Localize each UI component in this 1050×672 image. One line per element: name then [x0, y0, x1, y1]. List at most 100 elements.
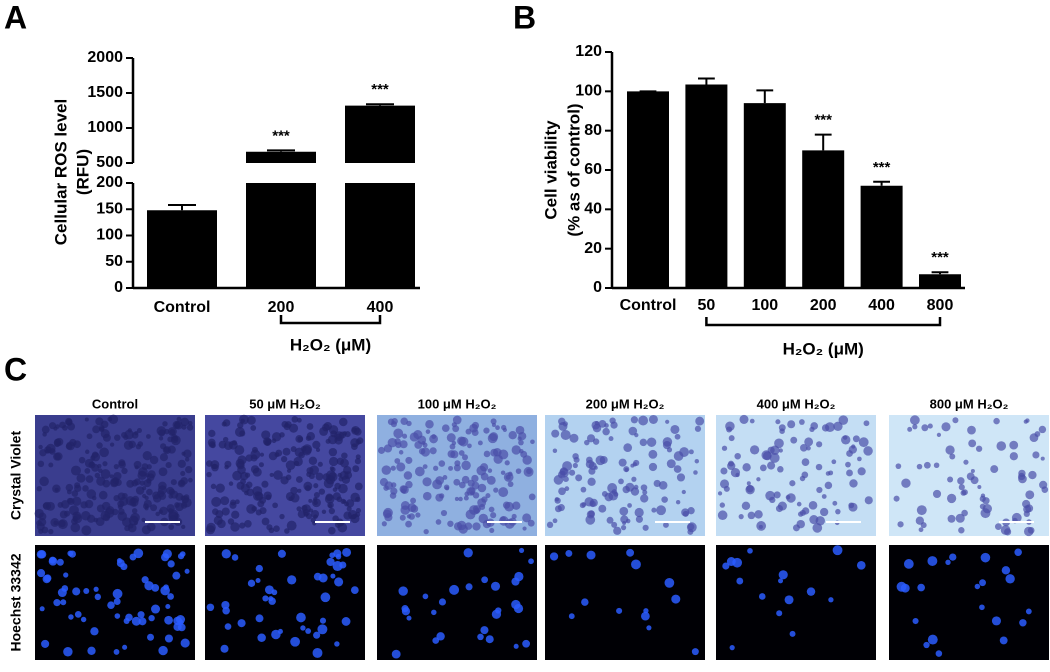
nucleus: [74, 611, 82, 618]
nucleus: [255, 564, 263, 573]
stained-cell: [824, 422, 835, 433]
nucleus: [980, 552, 991, 563]
stained-cell: [334, 482, 341, 490]
stained-cell: [447, 520, 454, 527]
nucleus: [481, 576, 489, 584]
stained-cell: [57, 519, 68, 530]
stained-cell: [487, 468, 493, 473]
stained-cell: [639, 438, 648, 447]
stained-cell: [1000, 525, 1011, 535]
stained-cell: [606, 516, 614, 524]
stained-cell: [284, 528, 290, 534]
stained-cell: [114, 434, 121, 441]
stained-cell: [453, 478, 461, 486]
stained-cell: [384, 513, 393, 522]
stained-cell: [72, 514, 83, 524]
stained-cell: [356, 437, 364, 444]
stained-cell: [257, 500, 265, 508]
stained-cell: [158, 436, 164, 441]
nucleus: [979, 579, 986, 587]
stained-cell: [335, 433, 342, 440]
stained-cell: [454, 496, 459, 501]
stained-cell: [446, 433, 456, 443]
stained-cell: [41, 425, 50, 434]
stained-cell: [433, 465, 439, 471]
stained-cell: [308, 498, 313, 503]
nucleus: [923, 641, 930, 649]
stained-cell: [414, 441, 423, 449]
stained-cell: [48, 528, 54, 535]
nucleus: [164, 615, 173, 625]
stained-cell: [162, 421, 168, 427]
nucleus: [616, 607, 623, 614]
stained-cell: [130, 498, 136, 504]
column-header: 800 μM H₂O₂: [930, 396, 1009, 411]
stained-cell: [933, 462, 940, 469]
stained-cell: [816, 486, 823, 494]
stained-cell: [244, 520, 252, 528]
stained-cell: [240, 418, 245, 423]
stained-cell: [765, 490, 775, 501]
stained-cell: [552, 518, 558, 524]
stained-cell: [640, 494, 649, 503]
stained-cell: [825, 471, 831, 476]
bar: [685, 84, 728, 288]
stained-cell: [478, 513, 489, 524]
stained-cell: [968, 439, 977, 448]
stained-cell: [50, 518, 60, 527]
nucleus: [112, 588, 123, 599]
stained-cell: [100, 429, 110, 439]
column-header: Control: [92, 396, 138, 411]
nucleus: [305, 628, 312, 634]
stained-cell: [146, 488, 153, 496]
stained-cell: [526, 468, 532, 475]
nucleus: [257, 633, 266, 642]
stained-cell: [673, 465, 682, 473]
stained-cell: [589, 498, 598, 507]
stained-cell: [975, 445, 983, 452]
stained-cell: [802, 507, 810, 515]
stained-cell: [466, 487, 475, 496]
nucleus: [173, 622, 182, 632]
stained-cell: [182, 497, 192, 508]
nucleus: [56, 558, 64, 566]
stained-cell: [84, 417, 89, 422]
stained-cell: [945, 445, 955, 455]
stained-cell: [658, 480, 668, 490]
stained-cell: [633, 484, 639, 490]
stained-cell: [350, 513, 360, 524]
stained-cell: [330, 430, 338, 438]
stained-cell: [742, 463, 751, 472]
stained-cell: [98, 425, 105, 431]
stained-cell: [483, 450, 491, 458]
stained-cell: [422, 491, 432, 501]
stained-cell: [439, 493, 445, 499]
stained-cell: [741, 501, 751, 511]
stained-cell: [1009, 440, 1019, 450]
stained-cell: [695, 416, 705, 426]
stained-cell: [65, 443, 73, 450]
stained-cell: [527, 519, 535, 527]
stained-cell: [819, 507, 829, 517]
nucleus: [581, 598, 589, 606]
stained-cell: [246, 415, 256, 425]
stained-cell: [485, 493, 491, 499]
stained-cell: [39, 449, 47, 457]
stained-cell: [240, 483, 250, 493]
stained-cell: [515, 468, 522, 474]
stained-cell: [663, 522, 669, 528]
stained-cell: [429, 434, 438, 444]
stained-cell: [297, 510, 306, 519]
stained-cell: [674, 433, 681, 440]
stained-cell: [910, 415, 920, 425]
nucleus: [732, 557, 743, 568]
stained-cell: [796, 501, 802, 507]
stained-cell: [211, 496, 222, 507]
nucleus: [949, 553, 957, 561]
stained-cell: [1023, 505, 1032, 514]
stained-cell: [131, 479, 139, 487]
stained-cell: [461, 460, 471, 471]
error-bar: [267, 149, 295, 152]
stained-cell: [283, 423, 291, 431]
